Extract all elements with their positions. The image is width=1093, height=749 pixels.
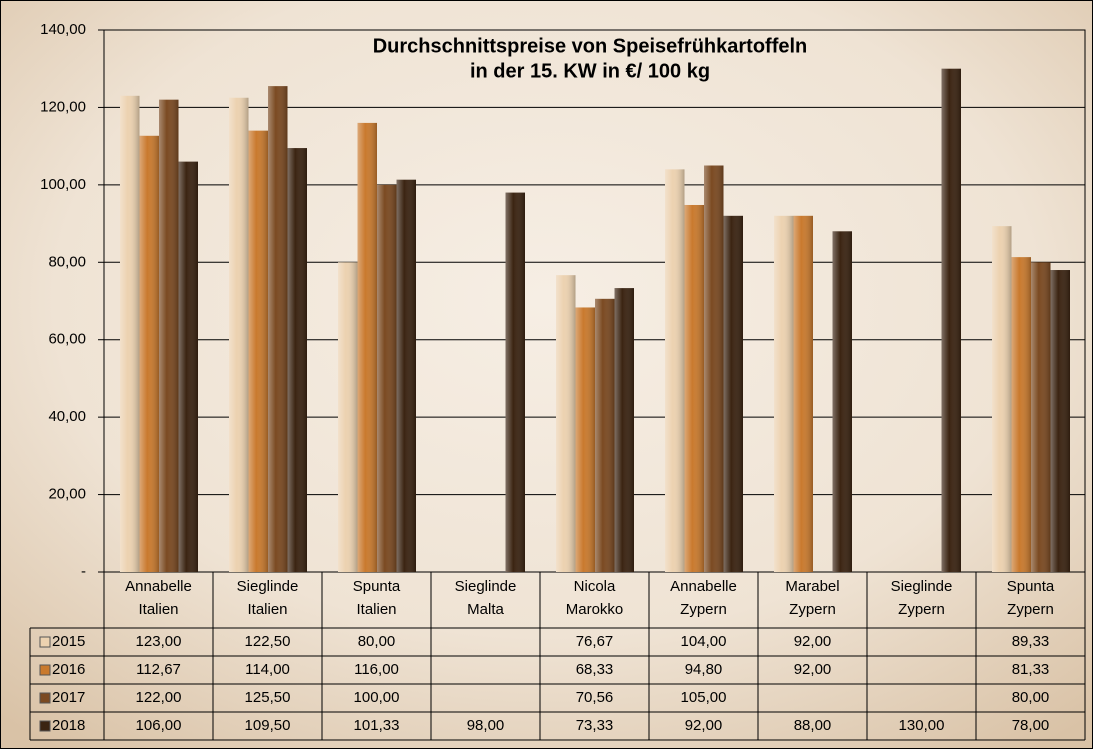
y-tick-label: 140,00: [40, 21, 86, 38]
x-tick-label: Zypern: [1007, 601, 1054, 618]
table-value: 80,00: [358, 633, 396, 650]
table-value: 68,33: [576, 661, 614, 678]
x-tick-label: Zypern: [898, 601, 945, 618]
y-tick-label: -: [81, 563, 86, 580]
table-value: 76,67: [576, 633, 614, 650]
table-value: 73,33: [576, 717, 614, 734]
bar-shade: [249, 131, 269, 572]
bar-shade: [338, 262, 358, 572]
table-value: 116,00: [354, 661, 399, 678]
bar-shade: [397, 180, 417, 572]
table-value: 106,00: [136, 717, 182, 734]
bar-shade: [377, 185, 397, 572]
legend-label: 2016: [52, 661, 85, 678]
legend-key: [40, 721, 50, 731]
x-tick-label: Marokko: [566, 601, 624, 618]
bar-shade: [1012, 257, 1032, 572]
legend-key: [40, 693, 50, 703]
bar-shade: [774, 216, 794, 572]
x-tick-label: Annabelle: [670, 578, 737, 595]
bar-shade: [685, 205, 705, 572]
chart-title: in der 15. KW in €/ 100 kg: [470, 60, 710, 82]
legend-key: [40, 637, 50, 647]
table-value: 109,50: [245, 717, 291, 734]
bar-shade: [595, 299, 615, 572]
chart: Durchschnittspreise von Speisefrühkartof…: [0, 0, 1093, 749]
bar-shade: [1031, 262, 1051, 572]
chart-title: Durchschnittspreise von Speisefrühkartof…: [373, 35, 808, 57]
bar-shade: [942, 69, 962, 572]
x-tick-label: Italien: [138, 601, 178, 618]
x-tick-label: Spunta: [1007, 578, 1055, 595]
bar-shade: [229, 98, 249, 572]
bar-shade: [615, 288, 635, 572]
x-tick-label: Sieglinde: [455, 578, 517, 595]
legend-label: 2015: [52, 633, 85, 650]
bar-shade: [120, 96, 140, 572]
x-tick-label: Annabelle: [125, 578, 192, 595]
x-tick-label: Italien: [247, 601, 287, 618]
y-tick-label: 20,00: [48, 486, 86, 503]
y-tick-label: 80,00: [48, 253, 86, 270]
x-tick-label: Sieglinde: [237, 578, 299, 595]
bar-shade: [992, 226, 1012, 572]
table-value: 100,00: [354, 689, 400, 706]
table-value: 80,00: [1012, 689, 1050, 706]
legend-label: 2017: [52, 689, 85, 706]
x-tick-label: Zypern: [789, 601, 836, 618]
x-tick-label: Zypern: [680, 601, 727, 618]
bar-shade: [724, 216, 744, 572]
legend-key: [40, 665, 50, 675]
y-tick-label: 60,00: [48, 331, 86, 348]
table-value: 125,50: [245, 689, 291, 706]
table-value: 130,00: [899, 717, 945, 734]
bar-shade: [268, 86, 288, 572]
bar-shade: [704, 166, 724, 573]
bar-shade: [506, 193, 526, 572]
y-tick-label: 120,00: [40, 98, 86, 115]
x-tick-label: Sieglinde: [891, 578, 953, 595]
x-tick-label: Nicola: [574, 578, 616, 595]
table-value: 92,00: [794, 661, 832, 678]
table-value: 101,33: [354, 717, 400, 734]
table-value: 104,00: [681, 633, 727, 650]
bar-shade: [794, 216, 814, 572]
bar-shade: [179, 162, 199, 572]
bar-shade: [159, 100, 179, 572]
bar-shade: [665, 169, 685, 572]
x-tick-label: Spunta: [353, 578, 401, 595]
table-value: 98,00: [467, 717, 505, 734]
table-value: 92,00: [794, 633, 832, 650]
page: Durchschnittspreise von Speisefrühkartof…: [0, 0, 1093, 749]
table-value: 114,00: [245, 661, 290, 678]
bar-shade: [1051, 270, 1071, 572]
bar-shade: [556, 275, 576, 572]
table-value: 105,00: [681, 689, 727, 706]
legend-label: 2018: [52, 717, 85, 734]
x-tick-label: Malta: [467, 601, 504, 618]
table-value: 89,33: [1012, 633, 1050, 650]
table-value: 123,00: [136, 633, 182, 650]
table-value: 94,80: [685, 661, 723, 678]
table-value: 92,00: [685, 717, 723, 734]
table-value: 78,00: [1012, 717, 1050, 734]
table-value: 70,56: [576, 689, 614, 706]
table-value: 81,33: [1012, 661, 1050, 678]
x-tick-label: Italien: [356, 601, 396, 618]
bar-shade: [358, 123, 378, 572]
table-value: 88,00: [794, 717, 832, 734]
bar-shade: [833, 231, 853, 572]
x-tick-label: Marabel: [785, 578, 839, 595]
table-value: 122,00: [136, 689, 182, 706]
table-value: 122,50: [245, 633, 291, 650]
bar-shade: [140, 136, 160, 572]
bar-shade: [576, 307, 596, 572]
bar-shade: [288, 148, 308, 572]
y-tick-label: 40,00: [48, 408, 86, 425]
y-tick-label: 100,00: [40, 176, 86, 193]
table-value: 112,67: [136, 661, 181, 678]
